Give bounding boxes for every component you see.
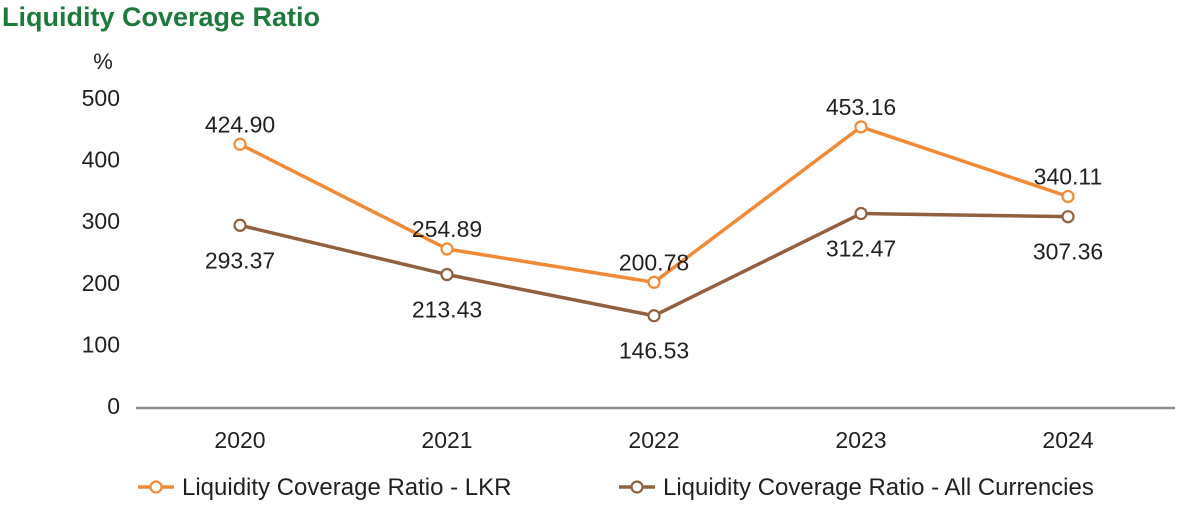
- legend-label: Liquidity Coverage Ratio - All Currencie…: [663, 474, 1094, 501]
- data-label: 146.53: [619, 338, 689, 364]
- data-label: 312.47: [826, 236, 896, 262]
- legend-item: Liquidity Coverage Ratio - LKR: [138, 474, 512, 501]
- legend-marker: [149, 480, 163, 494]
- data-label: 254.89: [412, 216, 482, 242]
- data-point: [647, 275, 661, 289]
- y-axis-unit-label: %: [93, 49, 113, 74]
- y-tick-label: 400: [82, 147, 120, 173]
- data-point: [854, 120, 868, 134]
- data-label: 453.16: [826, 94, 896, 120]
- data-label: 200.78: [619, 249, 689, 275]
- data-point: [233, 137, 247, 151]
- series-group: [233, 120, 1075, 289]
- x-tick-label: 2023: [835, 427, 886, 453]
- data-labels: 424.90 254.89 200.78 453.16 340.11 293.37 213.…: [205, 94, 1103, 364]
- data-point: [1061, 189, 1075, 204]
- chart-title: Liquidity Coverage Ratio: [2, 2, 321, 32]
- data-point: [1061, 210, 1075, 224]
- data-label: 293.37: [205, 247, 275, 273]
- data-point: [440, 267, 454, 282]
- x-axis-ticks: 2020 2021 2022 2023 2024: [214, 427, 1093, 453]
- y-tick-label: 300: [82, 208, 120, 234]
- data-label: 307.36: [1033, 239, 1103, 265]
- data-label: 424.90: [205, 111, 275, 137]
- legend-label: Liquidity Coverage Ratio - LKR: [182, 474, 512, 501]
- data-point: [440, 242, 454, 256]
- y-tick-label: 100: [82, 331, 120, 357]
- x-tick-label: 2021: [421, 427, 472, 453]
- data-point: [647, 309, 661, 323]
- y-axis-ticks: 0 100 200 300 400 500: [82, 85, 120, 419]
- legend-item: Liquidity Coverage Ratio - All Currencie…: [619, 474, 1094, 501]
- data-label: 340.11: [1034, 163, 1103, 189]
- y-tick-label: 0: [107, 393, 120, 419]
- series-group: [233, 206, 1075, 323]
- data-point: [233, 218, 247, 232]
- chart-legend: Liquidity Coverage Ratio - LKR Liquidity …: [138, 474, 1094, 501]
- legend-marker: [630, 480, 644, 494]
- data-point: [854, 206, 868, 221]
- series-layer: [233, 120, 1075, 323]
- x-tick-label: 2020: [214, 427, 265, 453]
- y-tick-label: 200: [82, 270, 120, 296]
- data-label: 213.43: [412, 297, 482, 323]
- y-tick-label: 500: [82, 85, 120, 111]
- x-tick-label: 2022: [628, 427, 679, 453]
- x-tick-label: 2024: [1042, 427, 1093, 453]
